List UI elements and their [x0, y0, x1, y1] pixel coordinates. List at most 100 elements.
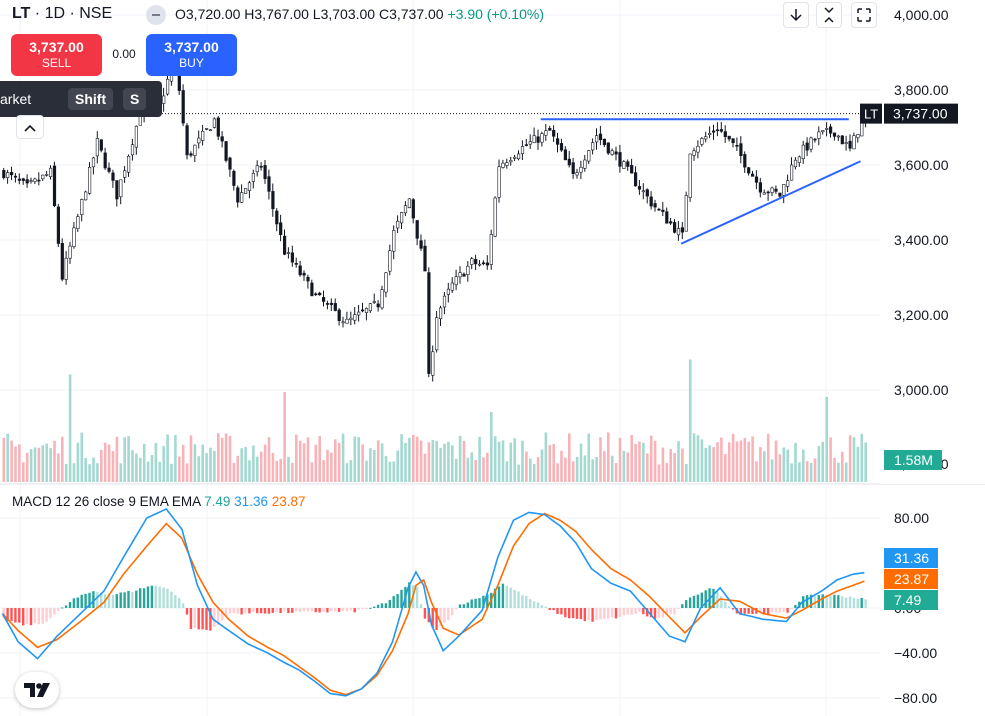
volume-bar [14, 446, 17, 482]
buy-button[interactable]: 3,737.00 BUY [146, 34, 237, 76]
volume-bar [575, 456, 579, 482]
volume-bar [384, 455, 388, 482]
volume-bar [61, 436, 64, 482]
volume-bar [209, 447, 212, 482]
macd-hist-bar [731, 608, 735, 610]
candle-up [247, 182, 252, 191]
candle-up [119, 179, 123, 198]
candle-down [462, 273, 466, 277]
volume-bar [798, 462, 801, 482]
candle-down [614, 151, 618, 155]
tradingview-logo[interactable] [15, 672, 59, 708]
candle-down [555, 138, 560, 145]
volume-bar [92, 457, 95, 482]
volume-bar [548, 445, 552, 482]
candle-up [516, 153, 521, 160]
candle-down [630, 165, 634, 174]
volume-bar [357, 437, 360, 482]
volume-bar [310, 462, 314, 482]
volume-bar [860, 433, 864, 482]
candle-down [224, 141, 228, 161]
macd-hist-bar [540, 605, 544, 608]
volume-bar [474, 459, 477, 482]
macd-hist-bar [193, 608, 196, 628]
open-value: O3,720.00 [175, 6, 241, 22]
volume-bar [735, 441, 739, 482]
candle-up [505, 162, 509, 166]
macd-hist-bar [603, 608, 606, 620]
download-button[interactable] [783, 2, 809, 28]
volume-bar [287, 456, 290, 482]
macd-name[interactable]: MACD [12, 494, 52, 509]
macd-hist-bar [57, 608, 60, 611]
macd-params: 12 26 close 9 EMA EMA [55, 494, 201, 509]
chevron-up-icon [24, 124, 36, 132]
volume-bar [22, 462, 25, 482]
candle-up [384, 272, 388, 293]
candle-up [353, 314, 357, 321]
volume-bar [263, 444, 267, 482]
candle-down [474, 258, 478, 265]
volume-bar [295, 434, 298, 482]
candle-down [411, 199, 415, 219]
macd-hist-bar [497, 586, 501, 608]
volume-bar [614, 463, 618, 482]
macd-hist-bar [505, 585, 508, 608]
scroll-up-button[interactable] [16, 115, 44, 139]
candle-down [536, 136, 540, 143]
candle-up [610, 150, 614, 155]
candle-up [676, 228, 681, 236]
volume-bar [49, 448, 52, 482]
compress-button[interactable] [816, 2, 842, 28]
fullscreen-button[interactable] [851, 2, 877, 28]
volume-bar [657, 464, 661, 482]
candle-up [844, 142, 848, 144]
volume-bar [610, 455, 614, 482]
volume-bar [302, 443, 306, 482]
volume-bar [162, 446, 165, 482]
macd-hist-bar [322, 608, 325, 612]
candle-up [208, 129, 213, 132]
macd-hist-bar [778, 608, 781, 613]
volume-bar [786, 449, 789, 482]
candle-down [290, 252, 295, 263]
candle-up [540, 133, 544, 143]
volume-bar [45, 443, 48, 482]
candle-down [778, 192, 782, 197]
sell-button[interactable]: 3,737.00 SELL [11, 34, 102, 76]
volume-bar [809, 463, 813, 482]
volume-bar [205, 453, 208, 482]
volume-bar [322, 460, 325, 482]
candle-up [544, 130, 548, 136]
macd-hist-bar [37, 608, 40, 625]
candle-down [743, 154, 747, 168]
volume-bar [174, 434, 177, 482]
volume-bar [462, 440, 466, 482]
volume-bar [431, 440, 435, 482]
symbol-interval[interactable]: · 1D · NSE [30, 5, 113, 22]
macd-hist-bar [365, 608, 368, 609]
symbol-name[interactable]: LT [12, 5, 31, 22]
volume-bar [189, 435, 193, 482]
collapse-legend-icon[interactable] [146, 5, 166, 25]
candle-up [528, 141, 532, 145]
last-price-symbol: LT [864, 107, 878, 122]
macd-hist-bar [560, 608, 563, 615]
macd-hist-bar [232, 608, 235, 614]
candle-down [813, 138, 817, 141]
candle-up [29, 180, 33, 182]
volume-bar [158, 461, 162, 482]
macd-hist-bar [610, 608, 614, 618]
volume-bar [166, 434, 169, 482]
candle-down [731, 138, 735, 144]
macd-hist-bar [392, 596, 395, 608]
candle-down [282, 235, 287, 255]
macd-hist-bar [400, 589, 403, 608]
macd-hist-bar [224, 608, 228, 617]
macd-hist-bar [419, 604, 423, 608]
volume-bar [341, 433, 345, 482]
volume-bar [396, 450, 399, 482]
macd-hist-bar [197, 608, 200, 630]
candle-down [267, 176, 271, 192]
